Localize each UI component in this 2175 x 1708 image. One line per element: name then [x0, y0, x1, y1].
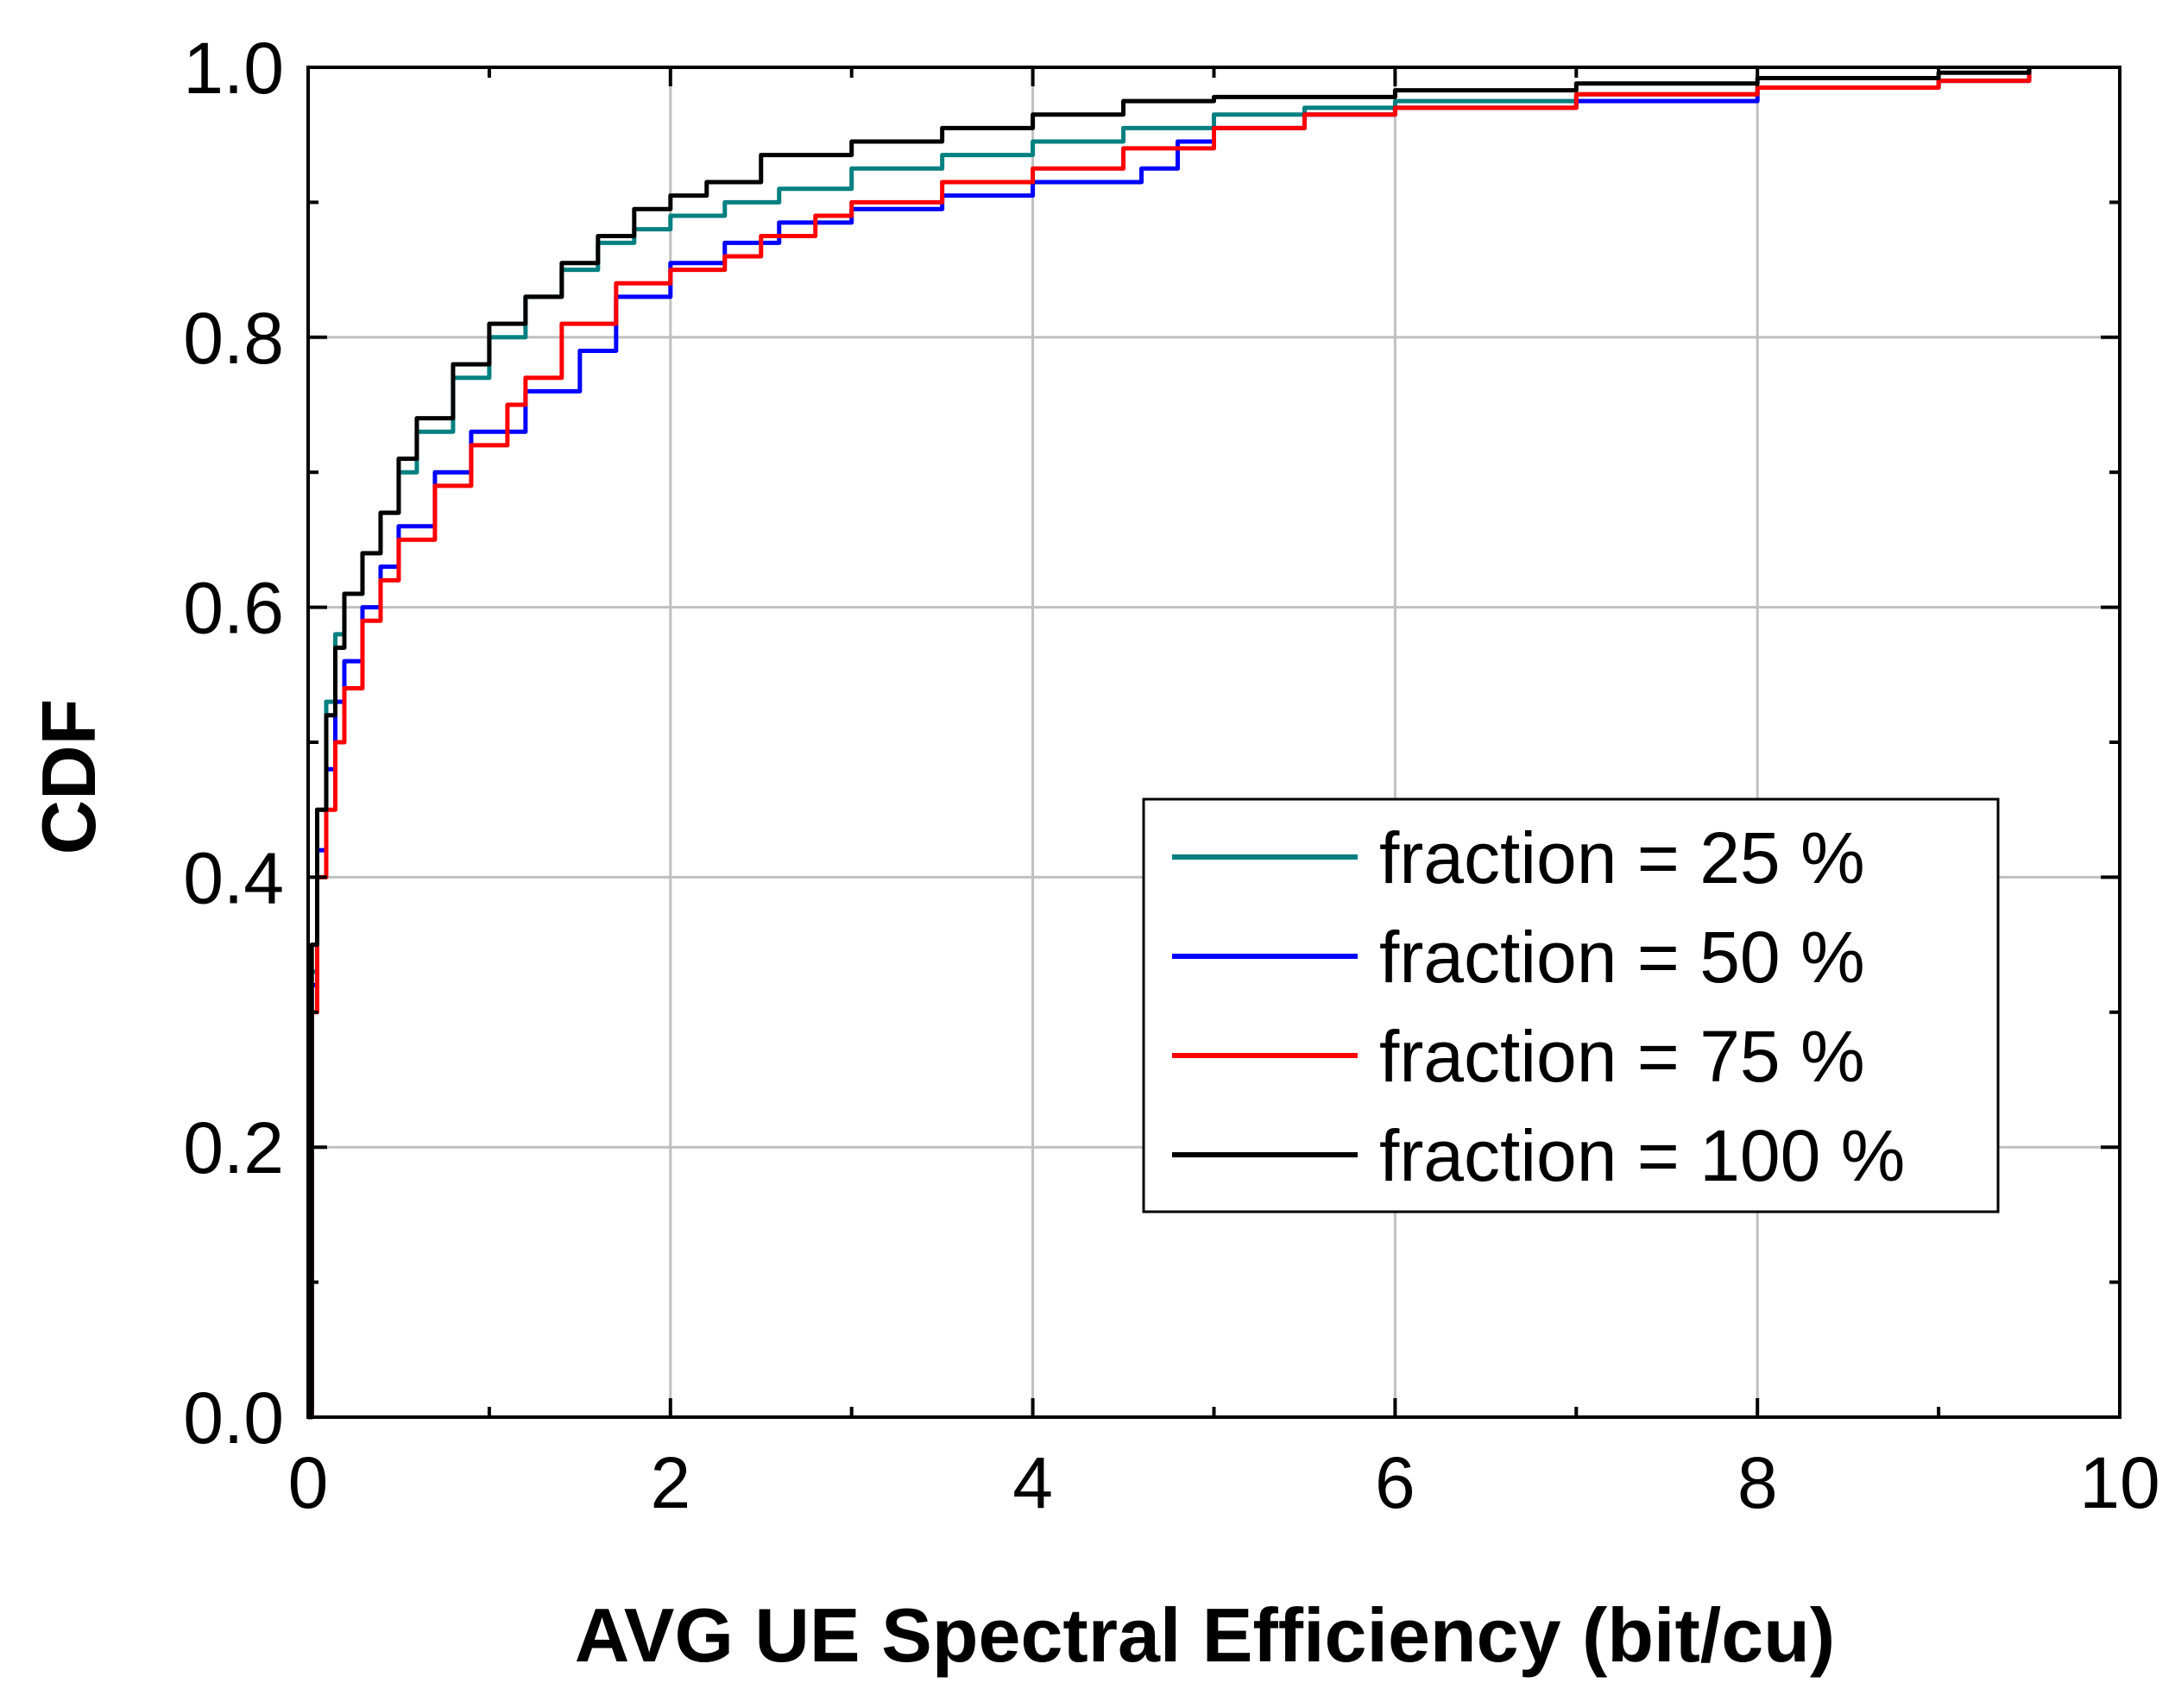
y-tick-label: 0.4	[183, 837, 284, 918]
x-tick-label: 8	[1737, 1442, 1778, 1523]
series-line-1	[308, 67, 2032, 1420]
series-line-3	[308, 67, 2032, 1420]
y-tick-label: 0.6	[183, 568, 284, 649]
x-tick-label: 4	[1012, 1442, 1053, 1523]
x-tick-label: 2	[650, 1442, 690, 1523]
axis-ticks	[306, 66, 2121, 1419]
legend-label: fraction = 50 %	[1379, 917, 1865, 998]
x-axis-label: AVG UE Spectral Efficiency (bit/cu)	[575, 1592, 1835, 1678]
legend-entries: fraction = 25 % fraction = 50 % fraction =…	[1172, 817, 1905, 1196]
series-line-4	[308, 67, 2032, 1420]
x-tick-label: 6	[1375, 1442, 1415, 1523]
legend: fraction = 25 % fraction = 50 % fraction =…	[1142, 797, 2000, 1213]
y-tick-label: 0.0	[183, 1377, 284, 1459]
y-tick-label: 0.2	[183, 1107, 284, 1188]
series-lines	[308, 67, 2032, 1420]
legend-label: fraction = 75 %	[1379, 1016, 1865, 1097]
x-tick-label: 10	[2079, 1442, 2159, 1523]
x-tick-label: 0	[288, 1442, 329, 1523]
y-tick-label: 1.0	[183, 28, 284, 109]
legend-box	[1142, 797, 2000, 1213]
tick-labels: 0 2 4 6 8 10 0.0 0.2 0.4 0.6 0.8 1.0	[183, 28, 2160, 1523]
y-axis-label: CDF	[26, 699, 111, 855]
y-tick-label: 0.8	[183, 298, 284, 379]
legend-label: fraction = 25 %	[1379, 817, 1865, 898]
legend-label: fraction = 100 %	[1379, 1115, 1905, 1196]
